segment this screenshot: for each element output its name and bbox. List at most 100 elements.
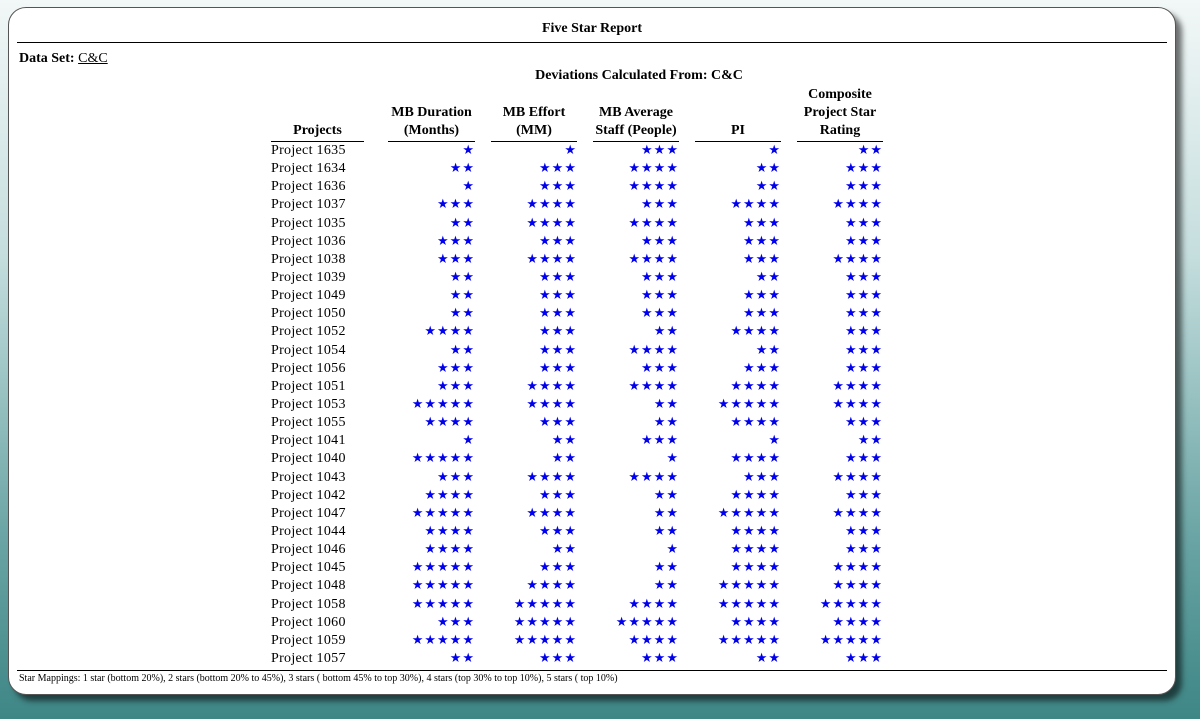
table-row: Project 1043 ★★★ ★★★★ ★★★★ ★★★ ★★★★ xyxy=(271,469,883,487)
star-rating-mb-effort: ★★★★ xyxy=(526,469,577,485)
star-rating-pi: ★★★★ xyxy=(730,542,781,558)
table-row: Project 1041 ★ ★★ ★★★ ★ ★★ xyxy=(271,432,883,450)
star-rating-pi: ★★ xyxy=(755,161,781,177)
dataset-link[interactable]: C&C xyxy=(78,51,108,66)
dataset-line: Data Set: C&C xyxy=(19,51,108,67)
star-rating-mb-duration: ★★★ xyxy=(437,378,475,394)
table-row: Project 1040 ★★★★★ ★★ ★ ★★★★ ★★★ xyxy=(271,450,883,468)
report-body: Project 1635 ★ ★ ★★★ ★ ★★ Project 1634 ★★ ★★★ ★★★… xyxy=(271,142,883,668)
star-rating-mb-effort: ★★★ xyxy=(539,651,577,666)
star-rating-pi: ★★★★★ xyxy=(717,397,781,413)
star-rating-mb-duration: ★★ xyxy=(449,288,475,304)
star-rating-pi: ★★★★ xyxy=(730,560,781,576)
star-rating-mb-duration: ★★★ xyxy=(437,233,475,249)
star-rating-composite-rating: ★★★★ xyxy=(832,578,883,594)
star-rating-composite-rating: ★★★ xyxy=(845,306,883,322)
star-rating-mb-duration: ★★★★★ xyxy=(411,632,475,648)
star-rating-composite-rating: ★★★★ xyxy=(832,397,883,413)
star-rating-composite-rating: ★★★ xyxy=(845,215,883,231)
table-row: Project 1053 ★★★★★ ★★★★ ★★ ★★★★★ ★★★★ xyxy=(271,396,883,414)
project-name: Project 1044 xyxy=(271,524,346,540)
star-rating-mb-effort: ★★★ xyxy=(539,560,577,576)
project-name: Project 1636 xyxy=(271,179,346,195)
star-rating-mb-effort: ★★★ xyxy=(539,324,577,340)
star-rating-mb-average-staff: ★★★★ xyxy=(628,161,679,177)
project-name: Project 1060 xyxy=(271,614,346,630)
table-row: Project 1037 ★★★ ★★★★ ★★★ ★★★★ ★★★★ xyxy=(271,196,883,214)
star-rating-composite-rating: ★★★ xyxy=(845,179,883,195)
star-rating-mb-average-staff: ★★★★ xyxy=(628,596,679,612)
star-rating-mb-effort: ★★★ xyxy=(539,161,577,177)
star-rating-pi: ★★ xyxy=(755,270,781,286)
header-row: Projects MB Duration (Months) MB Effort … xyxy=(271,86,883,142)
project-name: Project 1039 xyxy=(271,270,346,286)
star-rating-pi: ★★★★★ xyxy=(717,596,781,612)
star-rating-mb-duration: ★★★ xyxy=(437,197,475,213)
table-row: Project 1050 ★★ ★★★ ★★★ ★★★ ★★★ xyxy=(271,305,883,323)
star-rating-pi: ★★★★ xyxy=(730,524,781,540)
project-name: Project 1051 xyxy=(271,378,346,394)
star-rating-composite-rating: ★★★★ xyxy=(832,251,883,267)
star-rating-mb-effort: ★★★★★ xyxy=(513,614,577,630)
project-name: Project 1047 xyxy=(271,505,346,521)
table-row: Project 1060 ★★★ ★★★★★ ★★★★★ ★★★★ ★★★★ xyxy=(271,614,883,632)
star-rating-pi: ★★★ xyxy=(743,360,781,376)
table-row: Project 1045 ★★★★★ ★★★ ★★ ★★★★ ★★★★ xyxy=(271,559,883,577)
star-rating-pi: ★★★★★ xyxy=(717,505,781,521)
star-rating-pi: ★★ xyxy=(755,651,781,666)
star-rating-mb-average-staff: ★★★★ xyxy=(628,378,679,394)
star-rating-mb-effort: ★★ xyxy=(551,451,577,467)
star-rating-pi: ★★★★ xyxy=(730,378,781,394)
table-row: Project 1058 ★★★★★ ★★★★★ ★★★★ ★★★★★ ★★★★★ xyxy=(271,596,883,614)
star-rating-mb-average-staff: ★★★★★ xyxy=(615,614,679,630)
star-rating-pi: ★★★ xyxy=(743,469,781,485)
table-row: Project 1048 ★★★★★ ★★★★ ★★ ★★★★★ ★★★★ xyxy=(271,577,883,595)
col-header-projects: Projects xyxy=(271,86,372,142)
star-rating-mb-duration: ★★ xyxy=(449,161,475,177)
project-name: Project 1045 xyxy=(271,560,346,576)
star-rating-mb-duration: ★★★ xyxy=(437,251,475,267)
project-name: Project 1042 xyxy=(271,487,346,503)
star-rating-mb-effort: ★★★ xyxy=(539,233,577,249)
star-rating-mb-effort: ★★★★ xyxy=(526,197,577,213)
col-header-composite-rating: Composite Project Star Rating xyxy=(781,86,883,142)
star-rating-mb-average-staff: ★★★★ xyxy=(628,215,679,231)
star-rating-composite-rating: ★★ xyxy=(857,143,883,159)
star-rating-mb-average-staff: ★★★ xyxy=(641,233,679,249)
star-rating-mb-average-staff: ★★★ xyxy=(641,288,679,304)
star-rating-mb-average-staff: ★★ xyxy=(653,578,679,594)
star-rating-mb-average-staff: ★★ xyxy=(653,397,679,413)
star-rating-mb-average-staff: ★★★ xyxy=(641,197,679,213)
star-rating-mb-average-staff: ★★★★ xyxy=(628,632,679,648)
table-row: Project 1056 ★★★ ★★★ ★★★ ★★★ ★★★ xyxy=(271,360,883,378)
col-header-pi: PI xyxy=(679,86,781,142)
star-rating-composite-rating: ★★★★★ xyxy=(819,632,883,648)
col-header-mb-average-staff: MB Average Staff (People) xyxy=(577,86,679,142)
project-name: Project 1043 xyxy=(271,469,346,485)
star-rating-mb-effort: ★★★ xyxy=(539,524,577,540)
star-rating-pi: ★★★★ xyxy=(730,197,781,213)
star-rating-mb-duration: ★★★ xyxy=(437,360,475,376)
star-rating-composite-rating: ★★ xyxy=(857,433,883,449)
project-name: Project 1046 xyxy=(271,542,346,558)
star-rating-pi: ★ xyxy=(768,433,781,449)
star-rating-mb-duration: ★★★★★ xyxy=(411,578,475,594)
star-rating-mb-average-staff: ★★★ xyxy=(641,306,679,322)
star-rating-pi: ★★★★ xyxy=(730,451,781,467)
deviation-heading: Deviations Calculated From: C&C xyxy=(535,68,743,83)
star-rating-mb-duration: ★★ xyxy=(449,342,475,358)
star-rating-mb-average-staff: ★★★★ xyxy=(628,342,679,358)
table-row: Project 1046 ★★★★ ★★ ★ ★★★★ ★★★ xyxy=(271,541,883,559)
project-name: Project 1634 xyxy=(271,161,346,177)
table-row: Project 1057 ★★ ★★★ ★★★ ★★ ★★★ xyxy=(271,650,883,668)
star-rating-mb-duration: ★★ xyxy=(449,306,475,322)
table-row: Project 1051 ★★★ ★★★★ ★★★★ ★★★★ ★★★★ xyxy=(271,378,883,396)
star-rating-mb-average-staff: ★★★ xyxy=(641,433,679,449)
star-rating-mb-duration: ★★ xyxy=(449,270,475,286)
footer-divider xyxy=(17,670,1167,671)
star-rating-mb-average-staff: ★★★★ xyxy=(628,469,679,485)
star-rating-mb-effort: ★★★★ xyxy=(526,251,577,267)
project-name: Project 1037 xyxy=(271,197,346,213)
star-rating-composite-rating: ★★★ xyxy=(845,487,883,503)
star-rating-mb-duration: ★★★★ xyxy=(424,524,475,540)
